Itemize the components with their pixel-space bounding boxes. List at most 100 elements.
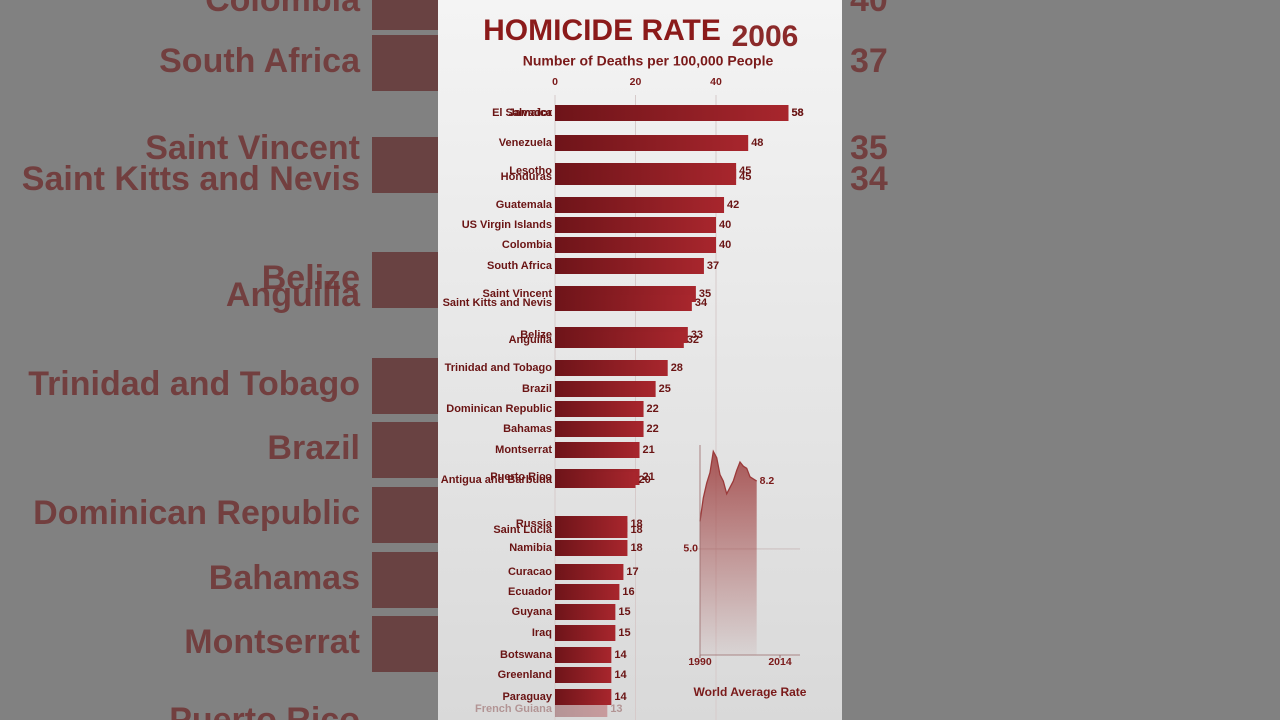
category-label: Curacao xyxy=(508,566,552,578)
value-label: 14 xyxy=(614,649,627,661)
background-bar xyxy=(372,422,438,478)
background-bar xyxy=(372,487,438,543)
background-bar xyxy=(372,616,438,672)
background-label: Belize xyxy=(262,259,360,297)
background-value: 37 xyxy=(850,42,888,80)
background-label: Colombia xyxy=(205,0,361,19)
x-tick-label: 1990 xyxy=(688,656,712,668)
bar xyxy=(555,237,716,253)
category-label: South Africa xyxy=(487,260,553,272)
x-tick-label: 40 xyxy=(710,76,722,88)
value-label: 28 xyxy=(671,362,683,374)
bar xyxy=(555,540,628,556)
category-label: Botswana xyxy=(500,649,553,661)
background-bar xyxy=(372,0,438,30)
background-label: Bahamas xyxy=(209,559,360,597)
value-label: 17 xyxy=(626,566,638,578)
value-label: 13 xyxy=(610,703,622,715)
category-label: Venezuela xyxy=(499,137,553,149)
value-label: 33 xyxy=(691,329,703,341)
category-label: French Guiana xyxy=(475,703,553,715)
background-label: Saint Vincent xyxy=(145,129,360,167)
category-label: Saint Lucia xyxy=(493,524,553,536)
area-line xyxy=(699,449,758,522)
background-bar xyxy=(372,552,438,608)
background-shade xyxy=(842,0,1280,720)
category-label: US Virgin Islands xyxy=(462,219,552,231)
category-label: Greenland xyxy=(498,669,552,681)
value-label: 34 xyxy=(695,297,708,309)
value-label: 25 xyxy=(659,383,671,395)
background-value: 40 xyxy=(850,0,888,19)
category-label: Guyana xyxy=(512,606,553,618)
background-label: Dominican Republic xyxy=(33,494,360,532)
value-label: 58 xyxy=(791,107,803,119)
year-label: 2006 xyxy=(732,20,799,53)
value-label: 48 xyxy=(751,137,763,149)
category-label: Dominican Republic xyxy=(446,403,552,415)
value-label: 42 xyxy=(727,199,739,211)
bar xyxy=(555,625,616,641)
x-tick-label: 2014 xyxy=(768,656,792,668)
value-label: 40 xyxy=(719,239,731,251)
bar xyxy=(555,381,656,397)
bar xyxy=(555,472,636,488)
background-label: Anguilla xyxy=(226,276,361,314)
category-label: Guatemala xyxy=(496,199,553,211)
value-label: 21 xyxy=(643,444,655,456)
category-label: Antigua and Barbuda xyxy=(441,474,553,486)
bar xyxy=(555,564,624,580)
category-label: Jamaica xyxy=(509,107,553,119)
value-label: 14 xyxy=(614,669,627,681)
value-label: 32 xyxy=(687,334,699,346)
category-label: Saint Kitts and Nevis xyxy=(443,297,552,309)
background-label: South Africa xyxy=(159,42,361,80)
chart-title: HOMICIDE RATE xyxy=(483,14,721,47)
value-label: 15 xyxy=(618,606,630,618)
background-value: 35 xyxy=(850,129,888,167)
bar xyxy=(555,258,704,274)
category-label: Bahamas xyxy=(503,423,552,435)
value-label: 22 xyxy=(647,423,659,435)
value-label: 21 xyxy=(643,471,655,483)
background-bar xyxy=(372,35,438,91)
category-label: Iraq xyxy=(532,627,552,639)
bar xyxy=(555,401,644,417)
bar xyxy=(555,442,640,458)
value-label: 14 xyxy=(614,691,627,703)
category-label: El Salvador xyxy=(492,107,553,119)
category-label: Saint Vincent xyxy=(483,288,553,300)
bar xyxy=(555,197,725,213)
background-value: 34 xyxy=(850,160,888,198)
value-label: 15 xyxy=(618,627,630,639)
bar xyxy=(555,647,612,663)
x-tick-label: 0 xyxy=(552,76,558,88)
background-shade xyxy=(0,0,438,720)
bar xyxy=(555,667,612,683)
bar xyxy=(555,295,692,311)
category-label: Honduras xyxy=(501,171,552,183)
left-backdrop xyxy=(0,0,438,720)
bar xyxy=(555,360,668,376)
value-label: 45 xyxy=(739,171,751,183)
end-annotation: 8.2 xyxy=(760,475,775,487)
background-label: Saint Kitts and Nevis xyxy=(22,160,360,198)
value-label: 18 xyxy=(630,518,642,530)
inset-title: World Average Rate xyxy=(694,685,807,699)
bar xyxy=(555,217,716,233)
background-label: Puerto Rico xyxy=(169,701,360,720)
value-label: 45 xyxy=(739,165,751,177)
bar xyxy=(555,135,749,151)
background-label: Trinidad and Tobago xyxy=(28,365,360,403)
category-label: Colombia xyxy=(502,239,553,251)
bar xyxy=(555,584,620,600)
category-label: Brazil xyxy=(522,383,552,395)
category-label: Puerto Rico xyxy=(490,471,552,483)
value-label: 18 xyxy=(630,542,642,554)
value-label: 40 xyxy=(719,219,731,231)
category-label: Anguilla xyxy=(509,334,553,346)
background-label: Montserrat xyxy=(184,623,360,661)
